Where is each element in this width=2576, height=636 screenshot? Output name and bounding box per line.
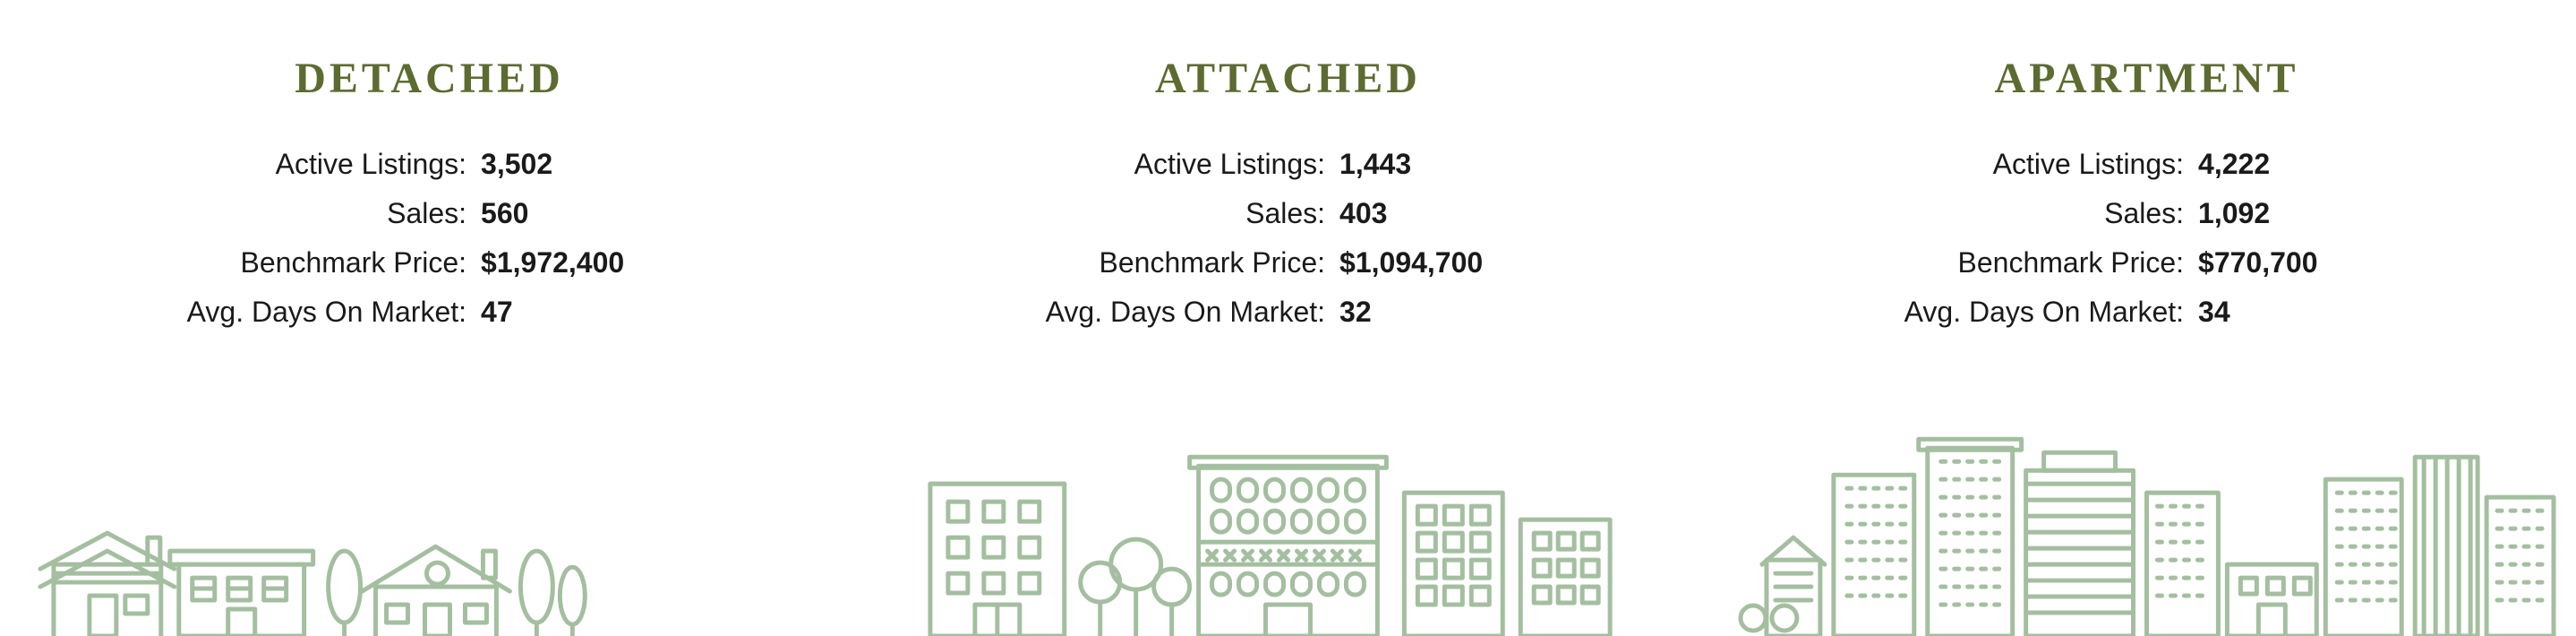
- value-avg-days: 32: [1339, 296, 1717, 329]
- stat-row: Sales: 1,092: [1717, 197, 2576, 230]
- value-active-listings: 3,502: [481, 148, 859, 181]
- highrise-buildings-icon: [1717, 430, 2576, 636]
- card-apartment: APARTMENT Active Listings: 4,222 Sales: …: [1717, 0, 2576, 636]
- stats-apartment: Active Listings: 4,222 Sales: 1,092 Benc…: [1717, 148, 2576, 329]
- value-active-listings: 4,222: [2198, 148, 2576, 181]
- stat-row: Avg. Days On Market: 34: [1717, 296, 2576, 329]
- stat-row: Sales: 560: [0, 197, 859, 230]
- label-active-listings: Active Listings:: [0, 148, 481, 181]
- stat-row: Active Listings: 3,502: [0, 148, 859, 181]
- midrise-buildings-icon: [859, 430, 1717, 636]
- value-avg-days: 47: [481, 296, 859, 329]
- stat-row: Active Listings: 1,443: [859, 148, 1717, 181]
- label-sales: Sales:: [1717, 197, 2198, 230]
- value-avg-days: 34: [2198, 296, 2576, 329]
- label-sales: Sales:: [0, 197, 481, 230]
- label-avg-days: Avg. Days On Market:: [859, 296, 1339, 329]
- value-benchmark-price: $1,972,400: [481, 246, 859, 279]
- label-benchmark-price: Benchmark Price:: [1717, 246, 2198, 279]
- stat-row: Benchmark Price: $1,972,400: [0, 246, 859, 279]
- stat-row: Sales: 403: [859, 197, 1717, 230]
- label-avg-days: Avg. Days On Market:: [0, 296, 481, 329]
- stat-row: Benchmark Price: $770,700: [1717, 246, 2576, 279]
- value-sales: 560: [481, 197, 859, 230]
- value-sales: 403: [1339, 197, 1717, 230]
- label-avg-days: Avg. Days On Market:: [1717, 296, 2198, 329]
- stats-attached: Active Listings: 1,443 Sales: 403 Benchm…: [859, 148, 1717, 329]
- stat-row: Active Listings: 4,222: [1717, 148, 2576, 181]
- label-benchmark-price: Benchmark Price:: [0, 246, 481, 279]
- card-title-attached: ATTACHED: [1155, 54, 1421, 103]
- stat-row: Benchmark Price: $1,094,700: [859, 246, 1717, 279]
- value-benchmark-price: $770,700: [2198, 246, 2576, 279]
- stat-row: Avg. Days On Market: 47: [0, 296, 859, 329]
- value-sales: 1,092: [2198, 197, 2576, 230]
- card-detached: DETACHED Active Listings: 3,502 Sales: 5…: [0, 0, 859, 636]
- label-active-listings: Active Listings:: [1717, 148, 2198, 181]
- label-benchmark-price: Benchmark Price:: [859, 246, 1339, 279]
- stats-container: DETACHED Active Listings: 3,502 Sales: 5…: [0, 0, 2576, 636]
- houses-icon: [0, 430, 859, 636]
- stat-row: Avg. Days On Market: 32: [859, 296, 1717, 329]
- value-benchmark-price: $1,094,700: [1339, 246, 1717, 279]
- card-title-apartment: APARTMENT: [1994, 54, 2298, 103]
- stats-detached: Active Listings: 3,502 Sales: 560 Benchm…: [0, 148, 859, 329]
- label-active-listings: Active Listings:: [859, 148, 1339, 181]
- card-attached: ATTACHED Active Listings: 1,443 Sales: 4…: [859, 0, 1717, 636]
- card-title-detached: DETACHED: [295, 54, 563, 103]
- label-sales: Sales:: [859, 197, 1339, 230]
- value-active-listings: 1,443: [1339, 148, 1717, 181]
